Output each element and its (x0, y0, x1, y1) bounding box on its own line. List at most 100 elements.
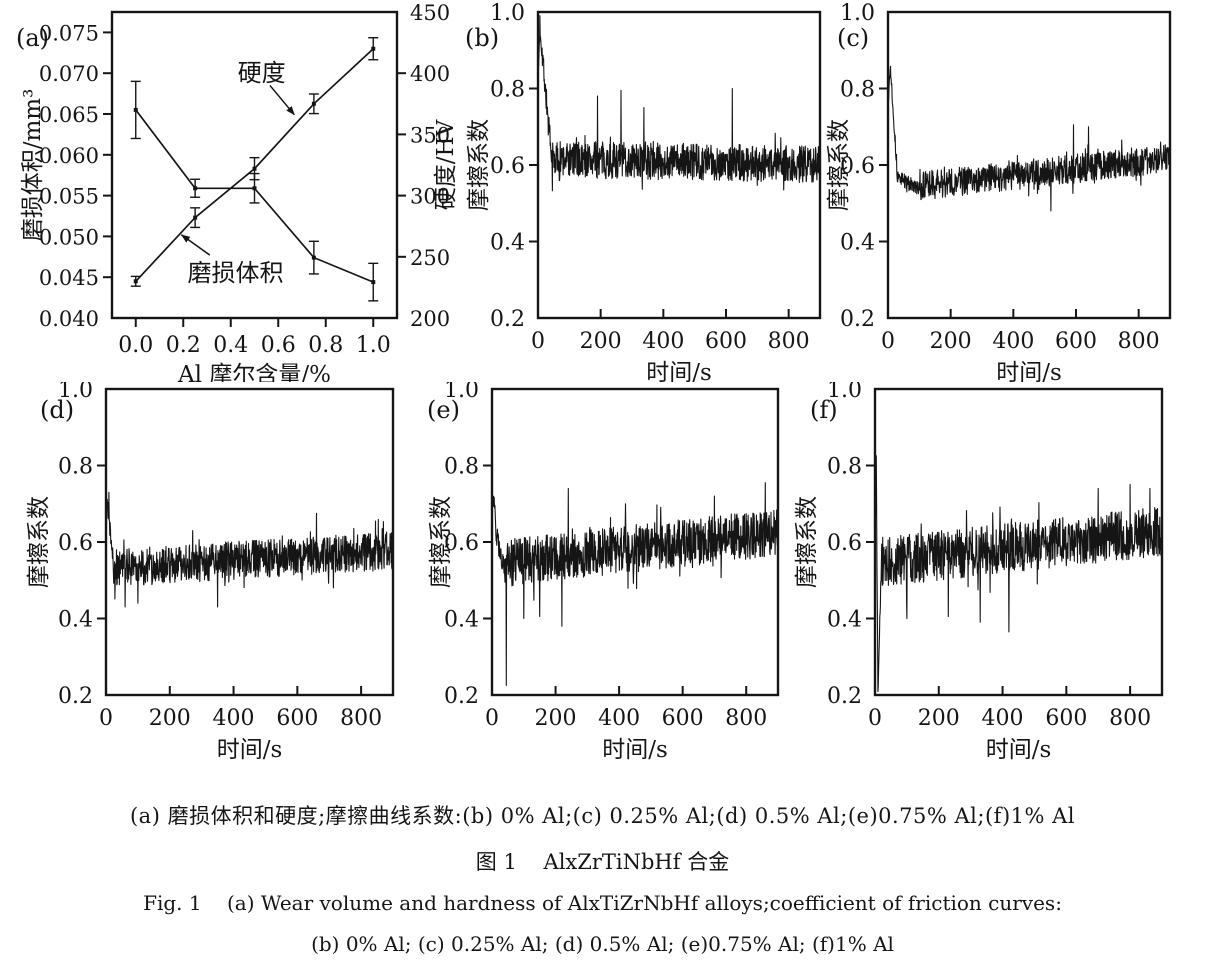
caption-figure-title-cn: 图 1 AlxZrTiNbHf 合金 (475, 850, 730, 874)
svg-text:0.060: 0.060 (39, 144, 99, 168)
svg-text:0.6: 0.6 (444, 531, 479, 556)
svg-text:600: 600 (705, 329, 747, 354)
caption-subpanel-list-cn: (a) 磨损体积和硬度;摩擦曲线系数:(b) 0% Al;(c) 0.25% A… (129, 804, 1076, 828)
caption-subpanel-list-en: (b) 0% Al; (c) 0.25% Al; (d) 0.5% Al; (e… (311, 932, 894, 956)
svg-text:800: 800 (340, 706, 382, 731)
svg-text:0: 0 (485, 706, 499, 731)
svg-text:0.2: 0.2 (58, 684, 93, 709)
svg-text:1.0: 1.0 (444, 382, 479, 403)
svg-text:200: 200 (535, 706, 577, 731)
svg-text:Al 摩尔含量/%: Al 摩尔含量/% (177, 362, 331, 382)
svg-text:摩擦系数: 摩擦系数 (428, 496, 454, 588)
svg-text:0.4: 0.4 (213, 333, 248, 358)
svg-text:0.6: 0.6 (827, 531, 862, 556)
svg-text:1.0: 1.0 (356, 333, 391, 358)
svg-text:600: 600 (276, 706, 318, 731)
svg-text:0: 0 (99, 706, 113, 731)
svg-text:0.040: 0.040 (39, 307, 99, 331)
svg-text:摩擦系数: 摩擦系数 (826, 119, 852, 211)
svg-text:0.4: 0.4 (827, 608, 862, 633)
svg-text:0.8: 0.8 (490, 78, 525, 103)
svg-text:0: 0 (868, 706, 882, 731)
svg-text:600: 600 (662, 706, 704, 731)
svg-text:800: 800 (768, 329, 810, 354)
svg-text:800: 800 (1118, 329, 1160, 354)
svg-text:350: 350 (410, 123, 450, 147)
svg-text:时间/s: 时间/s (602, 737, 668, 763)
svg-text:200: 200 (149, 706, 191, 731)
svg-text:400: 400 (598, 706, 640, 731)
svg-text:0.8: 0.8 (58, 455, 93, 480)
svg-text:0.070: 0.070 (39, 62, 99, 86)
svg-text:摩擦系数: 摩擦系数 (794, 496, 820, 588)
svg-text:时间/s: 时间/s (986, 737, 1052, 763)
svg-text:400: 400 (410, 62, 450, 86)
caption-figure-title-en: Fig. 1 (a) Wear volume and hardness of A… (143, 891, 1062, 915)
panel-b-friction-chart-0al: 0 200 400 600 800 0.2 0.4 0.6 0.8 1.0 时间/s 摩擦系数 (b) (465, 1, 822, 382)
svg-text:时间/s: 时间/s (646, 360, 712, 382)
svg-text:400: 400 (982, 706, 1024, 731)
svg-text:450: 450 (410, 1, 450, 25)
svg-text:800: 800 (725, 706, 767, 731)
svg-text:200: 200 (930, 329, 972, 354)
svg-text:0.4: 0.4 (840, 231, 875, 256)
svg-text:200: 200 (410, 307, 450, 331)
panel-f-friction-chart-1al: 0 200 400 600 800 0.2 0.4 0.6 0.8 1.0 时间/s 摩擦系数 (f) (794, 382, 1164, 763)
svg-text:(e): (e) (427, 396, 460, 424)
svg-text:(b): (b) (465, 24, 499, 52)
svg-text:0.8: 0.8 (444, 455, 479, 480)
panel-a-wear-hardness-chart: 0.0 0.2 0.4 0.6 0.8 1.0 0.040 0.045 0.050 0.055 0.… (16, 1, 459, 382)
svg-text:0.065: 0.065 (39, 103, 99, 127)
svg-text:0.4: 0.4 (444, 608, 479, 633)
svg-text:0.075: 0.075 (39, 21, 99, 45)
svg-text:0.2: 0.2 (827, 684, 862, 709)
svg-text:0.6: 0.6 (490, 154, 525, 179)
svg-text:600: 600 (1055, 329, 1097, 354)
svg-text:0.2: 0.2 (166, 333, 201, 358)
svg-text:0.4: 0.4 (490, 231, 525, 256)
svg-text:(c): (c) (837, 24, 869, 52)
svg-text:0.045: 0.045 (39, 266, 99, 290)
svg-text:0.2: 0.2 (444, 684, 479, 709)
svg-text:0.4: 0.4 (58, 608, 93, 633)
svg-text:0.8: 0.8 (827, 455, 862, 480)
svg-text:200: 200 (580, 329, 622, 354)
svg-text:200: 200 (918, 706, 960, 731)
panel-e-friction-chart-075al: 0 200 400 600 800 0.2 0.4 0.6 0.8 1.0 时间/s 摩擦系数 (e) (427, 382, 780, 763)
svg-text:(a): (a) (16, 24, 49, 52)
svg-text:400: 400 (992, 329, 1034, 354)
svg-text:时间/s: 时间/s (996, 360, 1062, 382)
svg-text:0.050: 0.050 (39, 225, 99, 249)
svg-text:0.055: 0.055 (39, 185, 99, 209)
svg-text:0.8: 0.8 (308, 333, 343, 358)
svg-text:0: 0 (881, 329, 895, 354)
svg-text:1.0: 1.0 (58, 382, 93, 403)
panel-d-friction-chart-05al: 0 200 400 600 800 0.2 0.4 0.6 0.8 1.0 时间/s 摩擦系数 (d) (26, 382, 395, 763)
panel-c-friction-chart-025al: 0 200 400 600 800 0.2 0.4 0.6 0.8 1.0 时间/s 摩擦系数 (c) (826, 1, 1172, 382)
svg-text:300: 300 (410, 185, 450, 209)
svg-text:0.0: 0.0 (118, 333, 153, 358)
svg-text:摩擦系数: 摩擦系数 (26, 496, 52, 588)
svg-text:800: 800 (1109, 706, 1151, 731)
svg-text:0.8: 0.8 (840, 78, 875, 103)
svg-text:1.0: 1.0 (840, 1, 875, 26)
svg-text:0: 0 (531, 329, 545, 354)
svg-text:0.6: 0.6 (261, 333, 296, 358)
svg-text:400: 400 (642, 329, 684, 354)
svg-text:0.2: 0.2 (840, 307, 875, 332)
svg-text:0.2: 0.2 (490, 307, 525, 332)
svg-text:1.0: 1.0 (490, 1, 525, 26)
svg-text:磨损体积: 磨损体积 (188, 259, 284, 287)
svg-text:磨损体积/mm³: 磨损体积/mm³ (20, 89, 46, 242)
svg-text:0.6: 0.6 (840, 154, 875, 179)
svg-text:250: 250 (410, 246, 450, 270)
svg-text:时间/s: 时间/s (217, 737, 283, 763)
svg-text:400: 400 (213, 706, 255, 731)
svg-text:(d): (d) (40, 396, 74, 424)
svg-text:硬度: 硬度 (238, 59, 286, 87)
svg-text:(f): (f) (810, 396, 838, 424)
svg-text:摩擦系数: 摩擦系数 (466, 119, 492, 211)
svg-text:硬度/HV: 硬度/HV (433, 119, 459, 210)
svg-text:1.0: 1.0 (827, 382, 862, 403)
svg-text:0.6: 0.6 (58, 531, 93, 556)
